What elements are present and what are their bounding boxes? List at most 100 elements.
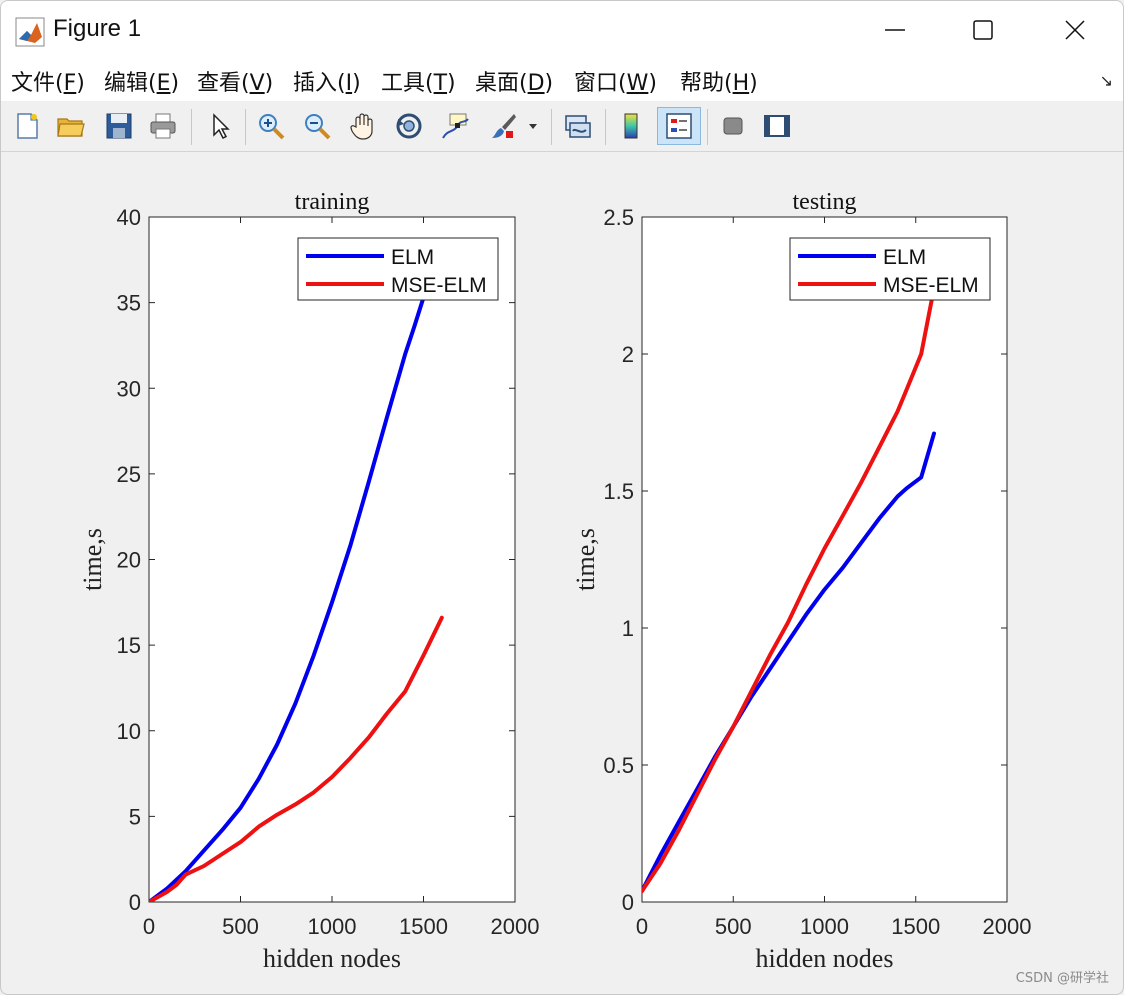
menu-window[interactable]: 窗口(W) bbox=[574, 65, 657, 97]
y-tick-label: 5 bbox=[129, 804, 141, 829]
menu-edit[interactable]: 编辑(E) bbox=[104, 65, 179, 97]
toolbar-separator bbox=[245, 109, 246, 145]
y-axis-label: time,s bbox=[571, 528, 600, 591]
rotate-button[interactable] bbox=[391, 107, 427, 145]
axes-training: 0 500 1000 1500 2000 0 5 10 15 20 25 30 35 40 training… bbox=[78, 189, 539, 973]
y-tick-label: 20 bbox=[117, 548, 141, 573]
menu-window-label: 窗口( bbox=[574, 71, 627, 96]
y-tick-label: 0.5 bbox=[603, 753, 634, 778]
matlab-logo-icon bbox=[15, 17, 45, 47]
series-line-MSE-ELM bbox=[642, 286, 936, 893]
x-tick-label: 1500 bbox=[399, 914, 448, 939]
x-tick-label: 1500 bbox=[891, 914, 940, 939]
hide-plot-tools-button[interactable] bbox=[715, 107, 751, 145]
brush-icon bbox=[492, 114, 516, 138]
data-cursor-icon bbox=[442, 113, 469, 139]
menu-desktop[interactable]: 桌面(D) bbox=[475, 65, 553, 97]
menu-desktop-close: ) bbox=[544, 71, 554, 96]
menu-view-key: V bbox=[249, 71, 265, 96]
data-cursor-button[interactable] bbox=[437, 107, 473, 145]
menu-tools[interactable]: 工具(T) bbox=[381, 65, 456, 97]
menu-bar: 文件(F) 编辑(E) 查看(V) 插入(I) 工具(T) 桌面(D) 窗口(W… bbox=[1, 59, 1123, 101]
maximize-button[interactable] bbox=[937, 1, 1029, 59]
y-tick-label: 0 bbox=[129, 890, 141, 915]
y-axis-label: time,s bbox=[78, 528, 107, 591]
pointer-icon bbox=[213, 113, 230, 140]
legend-label: ELM bbox=[883, 246, 926, 269]
show-plot-tools-icon bbox=[764, 115, 790, 137]
legend-box bbox=[297, 237, 499, 301]
menu-tools-close: ) bbox=[447, 71, 456, 96]
legend-icon bbox=[666, 113, 692, 139]
x-axis-label: hidden nodes bbox=[756, 944, 894, 973]
minimize-button[interactable] bbox=[849, 1, 941, 59]
series-line-ELM bbox=[149, 262, 435, 902]
y-tick-label: 15 bbox=[117, 633, 141, 658]
menu-view-label: 查看( bbox=[197, 71, 250, 96]
pan-button[interactable] bbox=[345, 107, 381, 145]
legend-label: MSE-ELM bbox=[883, 274, 979, 297]
menu-tools-key: T bbox=[433, 71, 448, 96]
legend-box bbox=[789, 237, 991, 301]
menu-tools-label: 工具( bbox=[381, 71, 434, 96]
menu-edit-label: 编辑( bbox=[104, 71, 157, 96]
zoom-in-button[interactable] bbox=[253, 107, 289, 145]
toolbar-separator bbox=[707, 109, 708, 145]
x-tick-label: 1000 bbox=[800, 914, 849, 939]
colorbar-button[interactable] bbox=[613, 107, 649, 145]
rotate-3d-icon bbox=[396, 113, 422, 139]
brush-dropdown-button[interactable] bbox=[523, 107, 543, 145]
menu-insert-label: 插入( bbox=[293, 71, 346, 96]
x-tick-label: 500 bbox=[222, 914, 259, 939]
x-tick-label: 0 bbox=[636, 914, 648, 939]
menu-file-label: 文件( bbox=[11, 71, 64, 96]
menu-help-close: ) bbox=[749, 71, 758, 96]
menu-insert-key: I bbox=[345, 71, 353, 96]
y-tick-label: 1.5 bbox=[603, 479, 634, 504]
brush-button[interactable] bbox=[485, 107, 521, 145]
close-button[interactable] bbox=[1029, 1, 1121, 59]
title-bar[interactable]: Figure 1 bbox=[1, 1, 1123, 59]
watermark: CSDN @研学社 bbox=[1015, 971, 1109, 986]
y-tick-label: 10 bbox=[117, 719, 141, 744]
y-tick-label: 25 bbox=[117, 462, 141, 487]
new-file-icon bbox=[17, 113, 38, 139]
toolbar-separator bbox=[191, 109, 192, 145]
open-folder-icon bbox=[57, 118, 85, 137]
maximize-icon bbox=[973, 20, 993, 40]
plot-area bbox=[641, 216, 1008, 903]
dock-arrow-icon[interactable]: ↘ bbox=[1099, 73, 1113, 90]
y-tick-label: 1 bbox=[622, 616, 634, 641]
menu-insert[interactable]: 插入(I) bbox=[293, 65, 361, 97]
menu-help-label: 帮助( bbox=[680, 71, 733, 96]
print-button[interactable] bbox=[145, 107, 181, 145]
series-line-ELM bbox=[642, 431, 936, 893]
hide-plot-tools-icon bbox=[723, 117, 743, 135]
chevron-down-icon bbox=[529, 124, 537, 129]
toolbar bbox=[1, 101, 1123, 152]
toolbar-separator bbox=[551, 109, 552, 145]
menu-window-key: W bbox=[626, 71, 649, 96]
menu-edit-close: ) bbox=[170, 71, 180, 96]
series-line-MSE-ELM bbox=[149, 615, 444, 902]
legend-button[interactable] bbox=[657, 107, 701, 145]
link-plots-button[interactable] bbox=[559, 107, 595, 145]
show-plot-tools-button[interactable] bbox=[759, 107, 795, 145]
menu-insert-close: ) bbox=[352, 71, 361, 96]
open-button[interactable] bbox=[53, 107, 89, 145]
menu-view[interactable]: 查看(V) bbox=[197, 65, 273, 97]
y-tick-label: 2 bbox=[622, 342, 634, 367]
menu-view-close: ) bbox=[264, 71, 274, 96]
new-file-button[interactable] bbox=[9, 107, 45, 145]
chart-title: testing bbox=[793, 189, 857, 215]
legend-label: MSE-ELM bbox=[391, 274, 487, 297]
menu-help[interactable]: 帮助(H) bbox=[680, 65, 758, 97]
menu-file-close: ) bbox=[76, 71, 85, 96]
save-button[interactable] bbox=[101, 107, 137, 145]
menu-desktop-label: 桌面( bbox=[475, 71, 528, 96]
zoom-out-button[interactable] bbox=[299, 107, 335, 145]
menu-file[interactable]: 文件(F) bbox=[11, 65, 85, 97]
minimize-icon bbox=[885, 29, 905, 31]
pointer-button[interactable] bbox=[201, 107, 237, 145]
